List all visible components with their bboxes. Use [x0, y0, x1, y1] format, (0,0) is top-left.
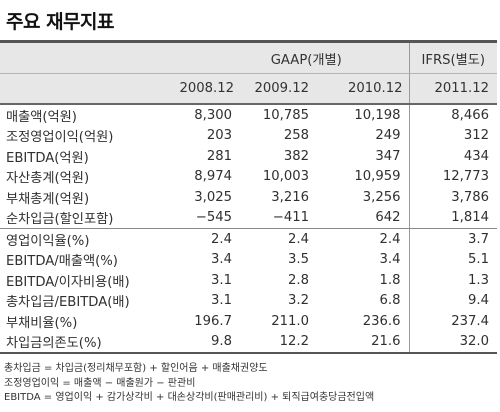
cell-value: 3,216: [271, 189, 309, 205]
cell-value: −545: [174, 207, 238, 229]
cell-value: 642: [317, 207, 410, 229]
footnotes: 총차입금 = 차입금(정리채무포함) + 할인어음 + 매출채권양도 조정영업이…: [4, 362, 374, 406]
header-period: 2008.12: [174, 73, 238, 105]
row-label: EBITDA(억원): [6, 150, 89, 166]
cell-value: 3.4: [211, 252, 232, 268]
row-label: EBITDA/매출액(%): [6, 254, 118, 270]
cell-value: 237.4: [408, 311, 498, 332]
cell-value: 312: [408, 125, 498, 146]
cell-value: 12,773: [408, 166, 498, 187]
cell-value: 3.1: [211, 272, 232, 288]
cell-value: 347: [375, 148, 401, 164]
cell-value: 3.1: [211, 293, 232, 309]
cell-value: 1.3: [408, 270, 498, 291]
header-corner-2: [0, 73, 174, 105]
cell-value: 10,198: [354, 107, 401, 123]
cell-value: 2.8: [288, 272, 309, 288]
table-row: 자산총계(억원) 8,974 10,003 10,959 12,773: [0, 166, 498, 187]
cell-value: 3,256: [362, 189, 401, 205]
cell-value: 12.2: [238, 331, 317, 354]
cell-value: 2.4: [211, 231, 232, 247]
table-row: 차입금의존도(%) 9.8 12.2 21.6 32.0: [0, 331, 498, 354]
cell-value: 1.8: [379, 272, 401, 288]
cell-value: 3.7: [408, 228, 498, 250]
header-period: 2009.12: [238, 73, 317, 105]
cell-value: 249: [375, 128, 401, 144]
cell-value: 434: [408, 146, 498, 167]
table-row: 영업이익율(%) 2.4 2.4 2.4 3.7: [0, 228, 498, 250]
row-label: 자산총계(억원): [6, 171, 90, 187]
row-label: 총차입금/EBITDA(배): [6, 295, 130, 311]
cell-value: 9.8: [174, 331, 238, 354]
table-row: 조정영업이익(억원) 203 258 249 312: [0, 125, 498, 146]
row-label: 매출액(억원): [6, 109, 77, 125]
cell-value: 382: [283, 148, 309, 164]
table-row: 순차입금(할인포함) −545 −411 642 1,814: [0, 207, 498, 229]
row-label: 부채총계(억원): [6, 191, 90, 207]
header-gaap: GAAP(개별): [174, 43, 410, 74]
row-label: 조정영업이익(억원): [6, 130, 114, 146]
table-row: EBITDA(억원) 281 382 347 434: [0, 146, 498, 167]
cell-value: 9.4: [408, 290, 498, 311]
cell-value: 21.6: [317, 331, 410, 354]
table-row: EBITDA/매출액(%) 3.4 3.5 3.4 5.1: [0, 249, 498, 270]
cell-value: 8,974: [194, 169, 232, 185]
table-row: 총차입금/EBITDA(배) 3.1 3.2 6.8 9.4: [0, 290, 498, 311]
table-top-rule: [0, 40, 497, 43]
cell-value: 6.8: [379, 293, 401, 309]
cell-value: 8,300: [194, 107, 232, 123]
cell-value: 10,003: [262, 169, 309, 185]
row-label: EBITDA/이자비용(배): [6, 274, 130, 290]
cell-value: 5.1: [408, 249, 498, 270]
header-period: 2010.12: [317, 73, 410, 105]
cell-value: 3,025: [194, 189, 232, 205]
cell-value: 10,785: [262, 107, 309, 123]
cell-value: 3.5: [288, 252, 309, 268]
header-ifrs: IFRS(별도): [408, 43, 498, 74]
cell-value: 2.4: [288, 231, 309, 247]
cell-value: 236.6: [362, 313, 401, 329]
cell-value: 3.2: [288, 293, 309, 309]
row-label: 순차입금(할인포함): [0, 207, 174, 229]
row-label: 부채비율(%): [6, 315, 78, 331]
table-row: 매출액(억원) 8,300 10,785 10,198 8,466: [0, 104, 498, 126]
cell-value: 3,786: [408, 187, 498, 208]
cell-value: 10,959: [354, 169, 401, 185]
cell-value: 203: [206, 128, 232, 144]
footnote: EBITDA = 영업이익 + 감가상각비 + 대손상각비(판매관리비) + 퇴…: [4, 392, 375, 403]
table-row: 부채총계(억원) 3,025 3,216 3,256 3,786: [0, 187, 498, 208]
cell-value: 2.4: [379, 231, 401, 247]
cell-value: 8,466: [408, 104, 498, 126]
footnote: 조정영업이익 = 매출액 − 매출원가 − 판관비: [4, 377, 196, 389]
page-title: 주요 재무지표: [6, 11, 115, 33]
footnote: 총차입금 = 차입금(정리채무포함) + 할인어음 + 매출채권양도: [4, 363, 268, 374]
cell-value: 211.0: [271, 313, 309, 329]
financial-table: GAAP(개별) IFRS(별도) 2008.12 2009.12 2010.1…: [0, 40, 498, 354]
cell-value: 196.7: [194, 313, 232, 329]
header-period: 2011.12: [408, 73, 498, 105]
cell-value: 258: [283, 128, 309, 144]
cell-value: 3.4: [379, 252, 401, 268]
cell-value: −411: [238, 207, 317, 229]
table-row: 부채비율(%) 196.7 211.0 236.6 237.4: [0, 311, 498, 332]
cell-value: 1,814: [408, 207, 498, 229]
cell-value: 32.0: [408, 331, 498, 354]
header-corner: [0, 43, 174, 74]
table-row: EBITDA/이자비용(배) 3.1 2.8 1.8 1.3: [0, 270, 498, 291]
cell-value: 281: [206, 148, 232, 164]
row-label: 영업이익율(%): [6, 233, 90, 249]
row-label: 차입금의존도(%): [0, 331, 174, 354]
